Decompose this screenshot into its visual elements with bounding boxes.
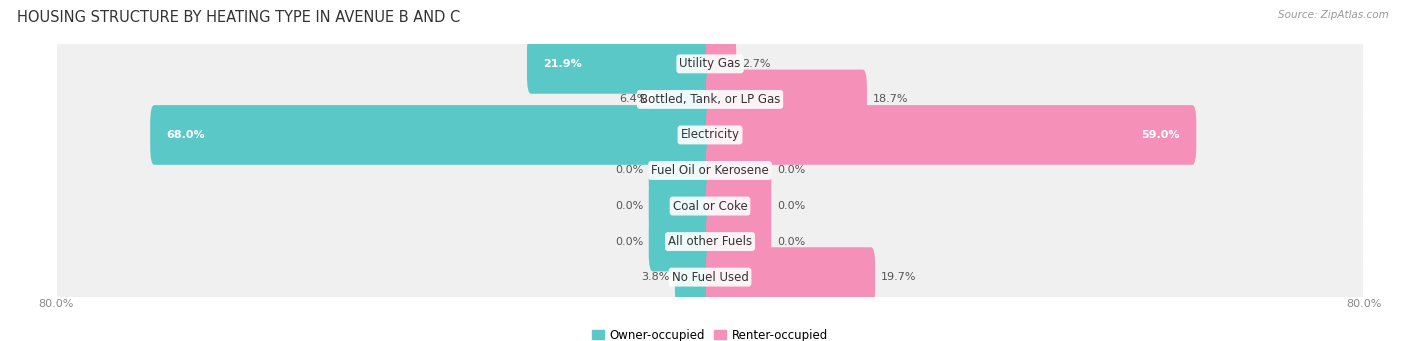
FancyBboxPatch shape — [706, 105, 1197, 165]
FancyBboxPatch shape — [648, 212, 714, 271]
Text: Coal or Coke: Coal or Coke — [672, 199, 748, 212]
Text: No Fuel Used: No Fuel Used — [672, 271, 748, 284]
FancyBboxPatch shape — [58, 176, 1362, 236]
Text: 3.8%: 3.8% — [641, 272, 669, 282]
FancyBboxPatch shape — [648, 176, 714, 236]
FancyBboxPatch shape — [58, 212, 1362, 271]
FancyBboxPatch shape — [706, 34, 737, 94]
FancyBboxPatch shape — [706, 140, 772, 201]
FancyBboxPatch shape — [58, 105, 1362, 165]
FancyBboxPatch shape — [150, 105, 714, 165]
Text: 18.7%: 18.7% — [873, 94, 908, 104]
Text: 21.9%: 21.9% — [543, 59, 582, 69]
Text: HOUSING STRUCTURE BY HEATING TYPE IN AVENUE B AND C: HOUSING STRUCTURE BY HEATING TYPE IN AVE… — [17, 10, 460, 25]
FancyBboxPatch shape — [58, 140, 1362, 201]
FancyBboxPatch shape — [706, 212, 772, 271]
Legend: Owner-occupied, Renter-occupied: Owner-occupied, Renter-occupied — [586, 324, 834, 341]
Text: Electricity: Electricity — [681, 129, 740, 142]
FancyBboxPatch shape — [648, 140, 714, 201]
FancyBboxPatch shape — [58, 34, 1362, 94]
FancyBboxPatch shape — [706, 247, 875, 307]
FancyBboxPatch shape — [654, 70, 714, 129]
Text: 0.0%: 0.0% — [778, 201, 806, 211]
FancyBboxPatch shape — [675, 247, 714, 307]
Text: All other Fuels: All other Fuels — [668, 235, 752, 248]
Text: 6.4%: 6.4% — [620, 94, 648, 104]
Text: Bottled, Tank, or LP Gas: Bottled, Tank, or LP Gas — [640, 93, 780, 106]
Text: 2.7%: 2.7% — [742, 59, 770, 69]
Text: 19.7%: 19.7% — [880, 272, 917, 282]
Text: 0.0%: 0.0% — [614, 201, 643, 211]
Text: 59.0%: 59.0% — [1142, 130, 1180, 140]
Text: Source: ZipAtlas.com: Source: ZipAtlas.com — [1278, 10, 1389, 20]
FancyBboxPatch shape — [58, 70, 1362, 129]
FancyBboxPatch shape — [706, 176, 772, 236]
Text: 68.0%: 68.0% — [166, 130, 205, 140]
FancyBboxPatch shape — [58, 247, 1362, 307]
Text: Fuel Oil or Kerosene: Fuel Oil or Kerosene — [651, 164, 769, 177]
Text: Utility Gas: Utility Gas — [679, 57, 741, 70]
FancyBboxPatch shape — [706, 70, 868, 129]
Text: 0.0%: 0.0% — [778, 237, 806, 247]
Text: 0.0%: 0.0% — [778, 165, 806, 176]
Text: 0.0%: 0.0% — [614, 165, 643, 176]
FancyBboxPatch shape — [527, 34, 714, 94]
Text: 0.0%: 0.0% — [614, 237, 643, 247]
